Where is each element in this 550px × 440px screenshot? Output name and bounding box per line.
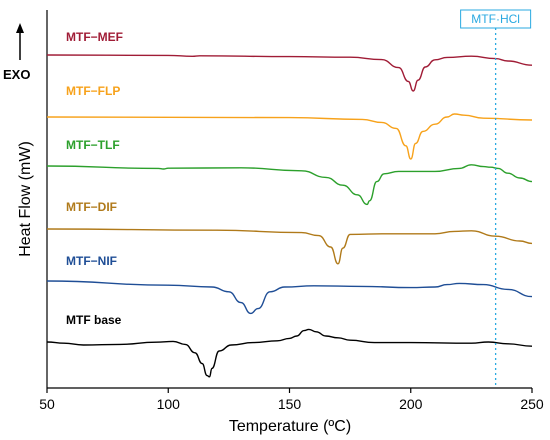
exo-label: EXO	[3, 67, 30, 82]
series-line-5	[46, 328, 533, 378]
reference-label: MTF·HCl	[471, 12, 520, 26]
x-axis-title: Temperature (ºC)	[229, 418, 351, 435]
x-tick-label-4: 250	[520, 396, 544, 412]
x-tick-label-1: 100	[157, 396, 181, 412]
x-tick-label-0: 50	[39, 396, 55, 412]
exo-arrow-head	[16, 23, 24, 33]
series-label-1: MTF−FLP	[66, 84, 120, 98]
series-label-3: MTF−DIF	[66, 200, 117, 214]
series-line-1	[46, 113, 533, 160]
series-label-5: MTF base	[66, 313, 122, 327]
series-curves	[46, 54, 533, 378]
series-line-4	[46, 280, 533, 315]
series-line-0	[46, 54, 533, 92]
series-labels: MTF−MEF MTF−FLP MTF−TLF MTF−DIF MTF−NIF MTF b…	[66, 30, 123, 327]
series-label-4: MTF−NIF	[66, 254, 117, 268]
y-axis-title: Heat Flow (mW)	[17, 141, 34, 257]
series-line-2	[46, 164, 533, 206]
x-tick-label-3: 200	[399, 396, 423, 412]
series-line-3	[46, 228, 533, 265]
series-label-0: MTF−MEF	[66, 30, 123, 44]
reference-label-box	[460, 9, 532, 29]
x-axis-ticks: 50 100 150 200 250	[39, 388, 544, 412]
x-tick-label-2: 150	[278, 396, 302, 412]
series-label-2: MTF−TLF	[66, 138, 120, 152]
